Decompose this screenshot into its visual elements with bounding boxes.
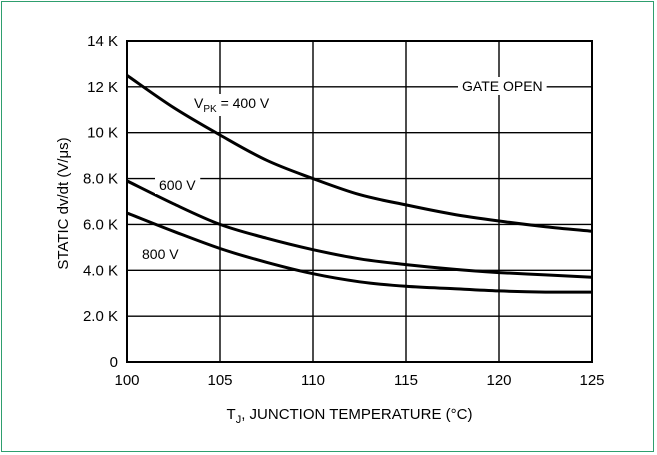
condition-label-background: [458, 77, 547, 95]
y-tick-label: 4.0 K: [83, 262, 118, 279]
curve-800v: [126, 211, 593, 294]
x-tick-label: 120: [486, 372, 511, 389]
curve-600v: [126, 179, 593, 279]
condition-label: GATE OPEN: [462, 78, 543, 94]
x-axis-title: TJ, JUNCTION TEMPERATURE (°C): [227, 406, 473, 426]
y-axis-title: STATIC dv/dt (V/μs): [55, 137, 72, 269]
series-label-600v-background: [155, 176, 201, 194]
tick-labels: 100 105 110 115 120 125 0 2.0 K 4.0 K 6.0 K 8.0 K 1…: [83, 33, 605, 389]
curve-400v: [126, 74, 593, 233]
x-tick-label: 115: [394, 372, 418, 389]
series-label-800v: 800 V: [142, 246, 179, 262]
y-tick-label: 12 K: [87, 79, 118, 96]
x-tick-label: 105: [207, 372, 232, 389]
plot-area-border: [126, 40, 593, 363]
series-label-600v: 600 V: [159, 177, 196, 193]
series-curves: [126, 74, 593, 294]
y-tick-label: 8.0 K: [83, 171, 118, 188]
y-tick-label: 10 K: [87, 125, 118, 142]
series-label-400v-background: [190, 94, 274, 116]
y-tick-label: 6.0 K: [83, 216, 118, 233]
x-tick-label: 125: [579, 372, 604, 389]
y-tick-label: 0: [110, 354, 118, 371]
series-label-800v-background: [138, 245, 184, 263]
x-tick-label: 100: [114, 372, 139, 389]
y-tick-label: 14 K: [87, 33, 118, 50]
y-tick-label: 2.0 K: [83, 308, 118, 325]
x-tick-label: 110: [301, 372, 325, 389]
series-label-400v: VPK = 400 V: [194, 95, 270, 115]
